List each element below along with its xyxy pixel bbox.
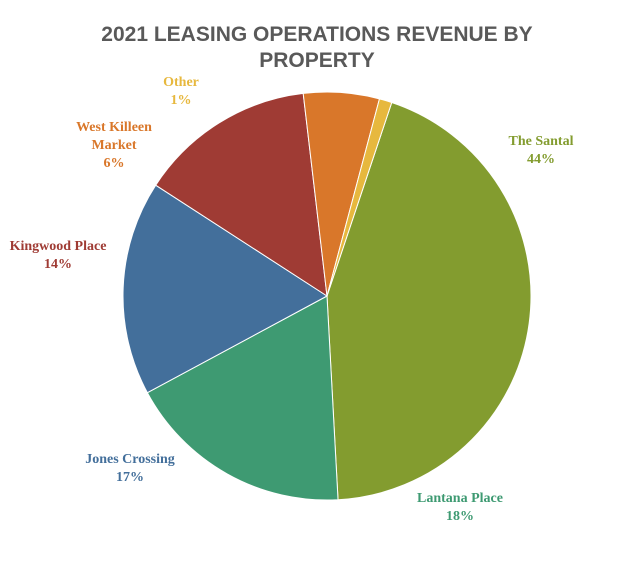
slice-label-lantana-place: Lantana Place 18% <box>417 491 503 524</box>
pie-slice-kingwood-place <box>155 92 328 297</box>
slice-label-percent: 1% <box>171 93 192 108</box>
chart-title: 2021 LEASING OPERATIONS REVENUE BY PROPE… <box>0 22 634 74</box>
pie-slice-jones-crossing <box>122 184 328 394</box>
slice-label-name: Lantana Place <box>417 491 503 506</box>
chart-title-line-1: 2021 LEASING OPERATIONS REVENUE BY <box>101 23 533 46</box>
slice-label-name: The Santal <box>509 134 574 149</box>
slice-label-name: West Killeen <box>76 120 152 135</box>
slice-label-percent: 17% <box>116 470 144 485</box>
pie-slice-lantana-place <box>146 295 339 501</box>
slice-label-percent: 18% <box>446 509 474 524</box>
slice-label-percent: 14% <box>44 257 72 272</box>
slice-label-other: Other 1% <box>163 75 199 108</box>
slice-label-percent: 6% <box>104 156 125 171</box>
slice-label-name: Jones Crossing <box>85 452 175 467</box>
slice-label-the-santal: The Santal 44% <box>509 134 574 167</box>
slice-label-west-killeen-market: West Killeen Market 6% <box>76 120 152 171</box>
slice-label-jones-crossing: Jones Crossing 17% <box>85 452 175 485</box>
pie-slice-the-santal <box>326 101 532 501</box>
chart-title-line-2: PROPERTY <box>259 49 375 72</box>
slice-label-percent: 44% <box>527 152 555 167</box>
slice-label-name: Market <box>91 138 136 153</box>
slice-label-name: Other <box>163 75 199 90</box>
slice-label-name: Kingwood Place <box>10 239 107 254</box>
slice-label-kingwood-place: Kingwood Place 14% <box>10 239 107 272</box>
pie-slice-other <box>326 98 393 297</box>
